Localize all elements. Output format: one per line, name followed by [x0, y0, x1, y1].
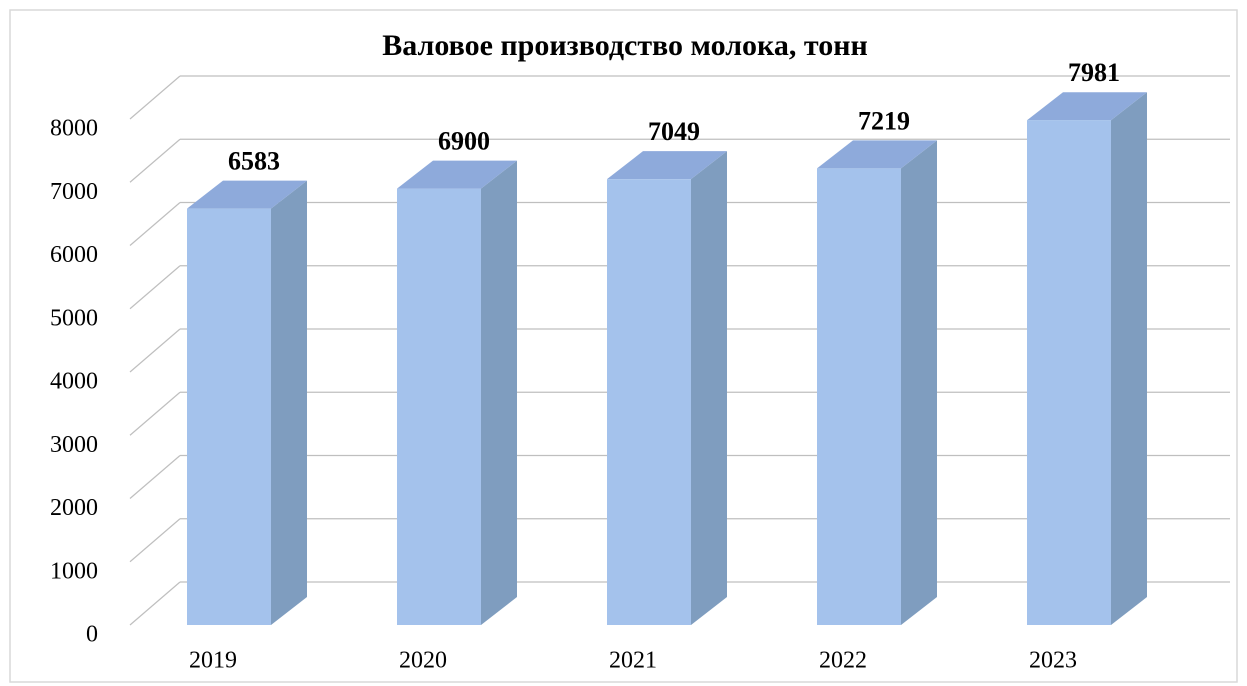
- data-label: 7049: [648, 117, 700, 146]
- x-tick-label: 2023: [1029, 648, 1077, 674]
- grid-line: [129, 518, 181, 563]
- grid-line: [129, 328, 181, 373]
- y-tick-label: 8000: [50, 116, 98, 142]
- bar-side: [691, 151, 727, 625]
- x-tick-label: 2020: [399, 648, 447, 674]
- bar-top: [1027, 92, 1147, 121]
- bar-side: [481, 160, 517, 625]
- bar-top: [397, 160, 517, 189]
- grid-line: [129, 75, 181, 120]
- bar-top: [817, 140, 937, 169]
- bar: [607, 179, 691, 625]
- y-tick-label: 7000: [50, 179, 98, 205]
- bar: [1027, 120, 1111, 625]
- chart-title: Валовое производство молока, тонн: [382, 29, 868, 62]
- bar-side: [1111, 92, 1147, 625]
- grid-line: [129, 581, 181, 626]
- y-tick-label: 3000: [50, 432, 98, 458]
- y-tick-label: 6000: [50, 242, 98, 268]
- data-label: 6583: [228, 147, 280, 176]
- grid-line: [129, 265, 181, 310]
- bar: [187, 208, 271, 625]
- grid-line: [129, 455, 181, 499]
- y-tick-label: 2000: [50, 495, 98, 521]
- bar-side: [271, 180, 307, 625]
- y-tick-label: 4000: [50, 369, 98, 395]
- bar: [397, 188, 481, 625]
- y-tick-label: 0: [86, 622, 98, 648]
- data-label: 7981: [1068, 58, 1120, 87]
- y-tick-label: 1000: [50, 558, 98, 584]
- grid-line: [129, 138, 181, 183]
- bar-top: [187, 180, 307, 209]
- bar: [817, 168, 901, 625]
- grid-line: [129, 202, 181, 246]
- grid-line: [129, 391, 181, 436]
- bar-top: [607, 151, 727, 180]
- bar-side: [901, 140, 937, 625]
- x-tick-label: 2022: [819, 648, 867, 674]
- x-tick-label: 2021: [609, 648, 657, 674]
- data-label: 7219: [858, 106, 910, 135]
- data-label: 6900: [438, 127, 490, 156]
- x-tick-label: 2019: [189, 648, 237, 674]
- y-tick-label: 5000: [50, 305, 98, 331]
